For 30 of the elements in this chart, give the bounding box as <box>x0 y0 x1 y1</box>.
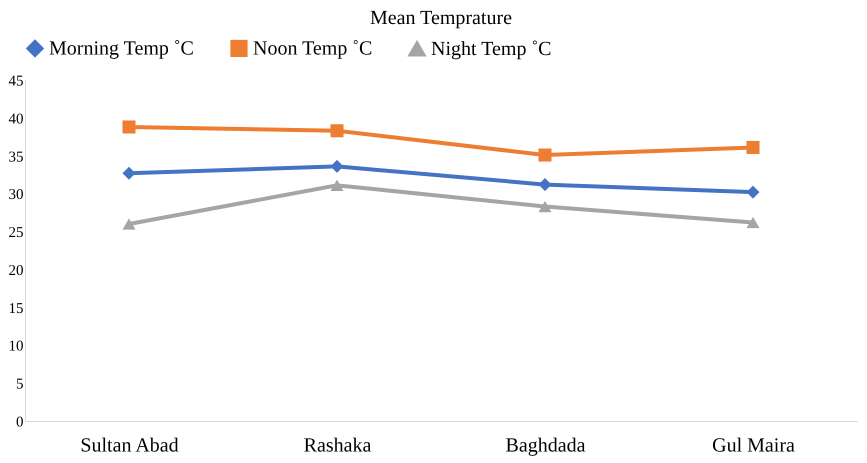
point <box>746 186 760 199</box>
point <box>122 166 136 180</box>
y-tick-label: 45 <box>8 74 24 90</box>
point <box>330 160 344 173</box>
point <box>538 148 552 162</box>
point <box>538 200 552 212</box>
point <box>122 218 136 230</box>
y-tick-label: 25 <box>8 225 24 242</box>
point <box>330 124 344 138</box>
x-tick-label: Rashaka <box>304 434 372 456</box>
x-tick-label: Baghdada <box>506 434 586 456</box>
x-tick-label: Sultan Abad <box>80 434 179 456</box>
y-tick-label: 0 <box>16 414 24 430</box>
point <box>538 178 552 192</box>
chart-title: Mean Temprature <box>370 7 512 29</box>
y-tick-label: 40 <box>8 111 24 128</box>
legend-label: Morning Temp ˚C <box>49 37 194 60</box>
point <box>330 180 344 191</box>
y-tick-label: 20 <box>8 262 24 279</box>
legend-label: Noon Temp ˚C <box>253 37 372 60</box>
x-tick-label: Gul Maira <box>712 434 795 456</box>
y-tick-label: 30 <box>8 187 24 204</box>
y-tick-label: 35 <box>8 149 24 166</box>
y-tick-label: 10 <box>8 338 24 355</box>
legend-label: Night Temp ˚C <box>431 38 552 60</box>
point <box>122 120 136 134</box>
point <box>746 140 760 154</box>
y-tick-label: 15 <box>8 300 24 317</box>
y-tick-label: 5 <box>16 376 24 393</box>
point <box>746 216 760 228</box>
